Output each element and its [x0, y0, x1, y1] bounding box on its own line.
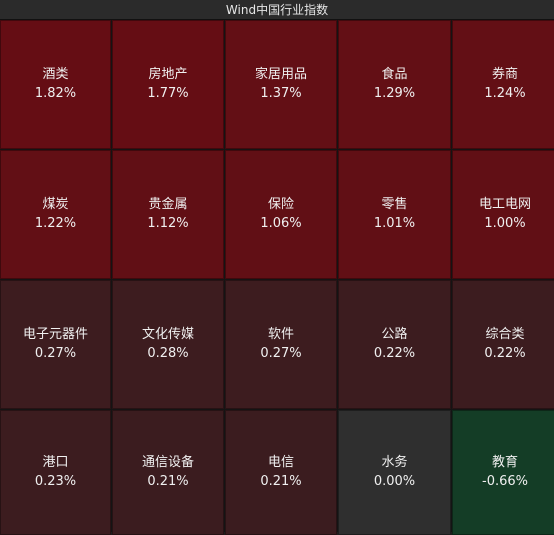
- tile-name: 文化传媒: [141, 327, 194, 342]
- tile-name: 软件: [267, 327, 294, 342]
- tile-pct: 1.12%: [147, 216, 189, 231]
- tile-pct: 1.82%: [34, 86, 77, 101]
- tile-10[interactable]: 电子元器件 0.27%: [0, 280, 111, 409]
- tile-name: 煤炭: [42, 197, 69, 212]
- tile-name: 公路: [381, 327, 408, 342]
- tile-pct: 1.37%: [260, 86, 302, 101]
- tile-pct: 0.28%: [147, 346, 189, 361]
- tile-pct: 1.01%: [373, 216, 416, 231]
- tile-17[interactable]: 电信 0.21%: [225, 410, 337, 535]
- tile-name: 电信: [267, 455, 294, 470]
- tile-0[interactable]: 酒类 1.82%: [0, 20, 111, 149]
- tile-name: 教育: [491, 455, 518, 470]
- tile-18[interactable]: 水务 0.00%: [338, 410, 451, 535]
- tile-pct: 0.00%: [373, 474, 416, 489]
- tile-name: 电子元器件: [22, 327, 88, 342]
- tile-3[interactable]: 食品 1.29%: [338, 20, 451, 149]
- tile-name: 保险: [267, 197, 294, 212]
- tile-name: 贵金属: [148, 197, 188, 212]
- tile-pct: 1.77%: [147, 86, 189, 101]
- tile-pct: 0.22%: [484, 346, 526, 361]
- tile-name: 房地产: [148, 67, 188, 82]
- tile-pct: 1.24%: [484, 86, 526, 101]
- tile-7[interactable]: 保险 1.06%: [225, 150, 337, 279]
- tile-name: 通信设备: [141, 455, 194, 470]
- tile-pct: 1.29%: [373, 86, 416, 101]
- tile-16[interactable]: 通信设备 0.21%: [112, 410, 224, 535]
- tile-pct: 0.27%: [260, 346, 302, 361]
- tile-15[interactable]: 港口 0.23%: [0, 410, 111, 535]
- tile-5[interactable]: 煤炭 1.22%: [0, 150, 111, 279]
- tile-9[interactable]: 电工电网 1.00%: [452, 150, 554, 279]
- tile-pct: 1.06%: [260, 216, 302, 231]
- tile-name: 家居用品: [254, 67, 307, 82]
- tile-pct: 1.00%: [484, 216, 526, 231]
- tile-8[interactable]: 零售 1.01%: [338, 150, 451, 279]
- tile-name: 综合类: [485, 327, 525, 342]
- heatmap-title: Wind中国行业指数: [0, 0, 554, 20]
- tile-11[interactable]: 文化传媒 0.28%: [112, 280, 224, 409]
- tile-2[interactable]: 家居用品 1.37%: [225, 20, 337, 149]
- tile-name: 零售: [381, 197, 408, 212]
- tile-4[interactable]: 券商 1.24%: [452, 20, 554, 149]
- tile-name: 食品: [381, 67, 408, 82]
- tile-pct: 0.21%: [260, 474, 302, 489]
- tile-19[interactable]: 教育 -0.66%: [452, 410, 554, 535]
- tile-pct: 0.21%: [147, 474, 189, 489]
- industry-heatmap: 酒类 1.82% 房地产 1.77% 家居用品 1.37% 食品 1.29% 券商 1.2…: [0, 20, 554, 535]
- tile-1[interactable]: 房地产 1.77%: [112, 20, 224, 149]
- tile-name: 水务: [381, 455, 408, 470]
- tile-6[interactable]: 贵金属 1.12%: [112, 150, 224, 279]
- tile-name: 酒类: [42, 67, 69, 82]
- tile-pct: 1.22%: [34, 216, 77, 231]
- tile-name: 券商: [491, 67, 518, 82]
- tile-name: 电工电网: [478, 197, 531, 212]
- tile-name: 港口: [42, 455, 69, 470]
- tile-12[interactable]: 软件 0.27%: [225, 280, 337, 409]
- tile-13[interactable]: 公路 0.22%: [338, 280, 451, 409]
- tile-14[interactable]: 综合类 0.22%: [452, 280, 554, 409]
- tile-pct: -0.66%: [482, 474, 528, 489]
- tile-pct: 0.23%: [34, 474, 77, 489]
- tile-pct: 0.27%: [34, 346, 77, 361]
- tile-pct: 0.22%: [373, 346, 416, 361]
